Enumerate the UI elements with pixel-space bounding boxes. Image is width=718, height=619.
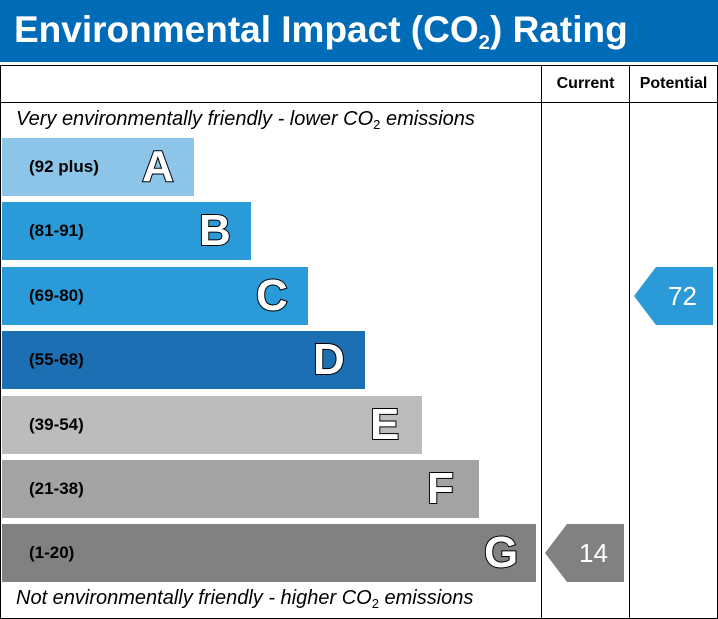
potential-rating-pointer-arrow <box>634 266 713 325</box>
chart-header: Environmental Impact (CO2) Rating <box>0 0 718 62</box>
band-e-letter: E <box>369 399 400 450</box>
band-g: (1-20) G <box>2 524 536 583</box>
band-e-range: (39-54) <box>29 414 84 434</box>
rating-table: Current Potential Very environmentally f… <box>0 65 718 619</box>
current-column-divider <box>541 66 542 618</box>
current-column-header: Current <box>556 75 615 92</box>
potential-rating-pointer: 72 <box>634 266 713 325</box>
band-f: (21-38) F <box>2 460 479 518</box>
current-rating-pointer-value: 14 <box>579 538 608 569</box>
band-c-letter: C <box>255 270 289 321</box>
chart-title: Environmental Impact (CO2) Rating <box>14 9 628 55</box>
band-c-range: (69-80) <box>29 285 84 305</box>
header-row-divider <box>1 102 717 103</box>
current-rating-pointer-arrow-shape <box>545 524 624 583</box>
band-g-letter: G <box>483 527 519 578</box>
current-rating-pointer: 14 <box>545 524 624 583</box>
band-b: (81-91) B <box>2 202 251 261</box>
band-e: (39-54) E <box>2 395 422 454</box>
band-a-range: (92 plus) <box>29 157 99 176</box>
band-d-range: (55-68) <box>29 350 84 370</box>
band-d: (55-68) D <box>2 331 365 390</box>
band-c: (69-80) C <box>2 266 308 325</box>
potential-column-header: Potential <box>639 75 708 92</box>
top-note: Very environmentally friendly - lower CO… <box>16 108 475 132</box>
band-a-letter: A <box>141 141 175 192</box>
potential-rating-pointer-arrow-shape <box>634 266 713 325</box>
band-g-range: (1-20) <box>29 543 75 563</box>
band-b-letter: B <box>198 205 232 256</box>
current-rating-pointer-arrow <box>545 524 624 583</box>
bottom-note: Not environmentally friendly - higher CO… <box>16 587 474 611</box>
band-b-range: (81-91) <box>29 221 84 241</box>
band-f-range: (21-38) <box>29 479 84 498</box>
band-f-letter: F <box>426 463 455 514</box>
potential-rating-pointer-value: 72 <box>668 280 697 311</box>
band-d-letter: D <box>312 334 346 385</box>
potential-column-divider <box>629 66 630 618</box>
band-a: (92 plus) A <box>2 138 194 196</box>
